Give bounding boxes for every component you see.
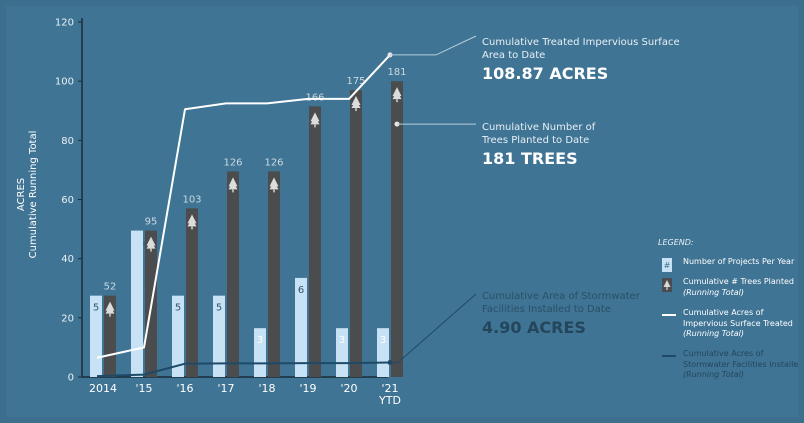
- projects-bar: [254, 328, 266, 377]
- trees-value-label: 52: [104, 282, 117, 293]
- legend-item-trees: Cumulative # Trees Planted (Running Tota…: [658, 277, 798, 298]
- legend-item-impervious: Cumulative Acres of Impervious Surface T…: [658, 308, 798, 339]
- projects-bar: [336, 328, 348, 377]
- trees-value-label: 95: [145, 217, 158, 228]
- impervious-callout-connector: [390, 35, 477, 56]
- legend-label-projects: Number of Projects Per Year: [683, 257, 795, 266]
- white-line-swatch-icon: [662, 314, 676, 317]
- x-tick-label: '19: [299, 382, 316, 395]
- x-tick-label: '17: [217, 382, 234, 395]
- tree-icon: [105, 301, 115, 314]
- projects-bar: [295, 277, 307, 377]
- callout-impervious-value: 108.87 ACRES: [482, 64, 609, 83]
- x-tick-label: '16: [176, 382, 193, 395]
- tree-icon: [146, 236, 156, 249]
- trees-value-label: 175: [346, 76, 365, 87]
- trees-bar: [391, 81, 403, 378]
- projects-value-label: 3: [339, 335, 345, 346]
- callout-trees-label: Cumulative Number of Trees Planted to Da…: [482, 122, 596, 146]
- tree-icon-trunk: [191, 226, 193, 230]
- stormwater-line: [96, 361, 391, 378]
- legend-sub-trees: (Running Total): [683, 287, 744, 297]
- callout-stormwater-value: 4.90 ACRES: [482, 318, 586, 337]
- x-tick-label: '18: [258, 382, 275, 395]
- x-tick-label: '21: [381, 382, 398, 395]
- callout-stormwater-label: Cumulative Area of Stormwater Facilities…: [482, 291, 640, 315]
- tree-icon: [269, 177, 279, 190]
- projects-bar: [131, 230, 143, 377]
- trees-value-label: 126: [223, 157, 242, 168]
- callout-trees: Cumulative Number of Trees Planted to Da…: [482, 122, 612, 169]
- callout-impervious: Cumulative Treated Impervious Surface Ar…: [482, 37, 692, 84]
- tree-icon-trunk: [314, 124, 316, 128]
- y-axis-title: ACRESCumulative Running Total: [16, 131, 39, 259]
- y-axis-title-line: ACRES: [16, 178, 27, 211]
- impervious-line: [96, 54, 391, 359]
- tree-icon-trunk: [232, 189, 234, 193]
- y-tick-label: 120: [55, 18, 74, 29]
- legend-label-stormwater: Cumulative Acres of Stormwater Facilitie…: [683, 349, 798, 369]
- projects-swatch-icon: #: [662, 258, 672, 272]
- projects-bar: [213, 295, 225, 377]
- legend-item-projects: # Number of Projects Per Year: [658, 257, 798, 272]
- projects-bar: [172, 295, 184, 377]
- tree-icon-trunk: [273, 189, 275, 193]
- trees-bar: [227, 171, 239, 377]
- y-tick-label: 80: [61, 136, 74, 147]
- legend-label-trees: Cumulative # Trees Planted: [683, 277, 794, 287]
- tree-icon: [310, 112, 320, 125]
- legend-sub-impervious: (Running Total): [683, 328, 744, 338]
- callout-impervious-label: Cumulative Treated Impervious Surface Ar…: [482, 37, 680, 61]
- tree-icon: [392, 87, 402, 100]
- trees-bar: [309, 106, 321, 377]
- legend-title: LEGEND:: [658, 238, 694, 247]
- y-tick-label: 0: [68, 373, 74, 384]
- trees-value-label: 166: [305, 92, 324, 103]
- projects-bar: [377, 328, 389, 377]
- chart-svg: 0 20 40 60 80 100 120 ACRESCumulative Running T…: [16, 18, 477, 407]
- legend-label-impervious: Cumulative Acres of Impervious Surface T…: [683, 308, 793, 328]
- callout-stormwater: Cumulative Area of Stormwater Facilities…: [482, 291, 647, 338]
- tree-icon-trunk: [396, 99, 398, 103]
- tree-swatch-icon: [662, 278, 672, 293]
- projects-value-label: 5: [216, 303, 222, 314]
- x-tick-label: YTD: [378, 394, 401, 407]
- trees-value-label: 126: [264, 157, 283, 168]
- trees-bar: [268, 171, 280, 377]
- svg-text:#: #: [664, 261, 671, 270]
- x-tick-label: '15: [135, 382, 152, 395]
- x-tick-label: 2014: [89, 382, 117, 395]
- legend-item-stormwater: Cumulative Acres of Stormwater Facilitie…: [658, 349, 798, 380]
- projects-value-label: 6: [298, 285, 304, 296]
- y-tick-label: 20: [61, 313, 74, 324]
- tree-icon: [228, 177, 238, 190]
- y-tick-label: 40: [61, 254, 74, 265]
- trees-bar: [104, 295, 116, 377]
- projects-value-label: 3: [380, 335, 386, 346]
- chart-frame: 0 20 40 60 80 100 120 ACRESCumulative Running T…: [6, 6, 798, 417]
- tree-icon-trunk: [150, 248, 152, 252]
- y-tick-label: 100: [55, 77, 74, 88]
- projects-value-label: 3: [257, 335, 263, 346]
- projects-value-label: 5: [93, 303, 99, 314]
- projects-value-label: 5: [175, 303, 181, 314]
- tree-icon-trunk: [109, 313, 111, 317]
- stormwater-callout-connector: [390, 293, 477, 364]
- y-tick-label: 60: [61, 195, 74, 206]
- blue-line-swatch-icon: [662, 355, 676, 358]
- trees-bar: [186, 208, 198, 377]
- tree-icon-trunk: [355, 108, 357, 112]
- x-tick-label: '20: [340, 382, 357, 395]
- trees-bar: [350, 90, 362, 378]
- y-axis-title-line: Cumulative Running Total: [28, 131, 39, 259]
- legend-sub-stormwater: (Running Total): [683, 370, 744, 380]
- callout-trees-value: 181 TREES: [482, 149, 578, 168]
- tree-icon: [187, 214, 197, 227]
- tree-icon: [351, 96, 361, 109]
- trees-value-label: 103: [182, 194, 201, 205]
- trees-value-label: 181: [387, 67, 406, 78]
- legend: LEGEND: # Number of Projects Per Year Cu…: [658, 238, 798, 391]
